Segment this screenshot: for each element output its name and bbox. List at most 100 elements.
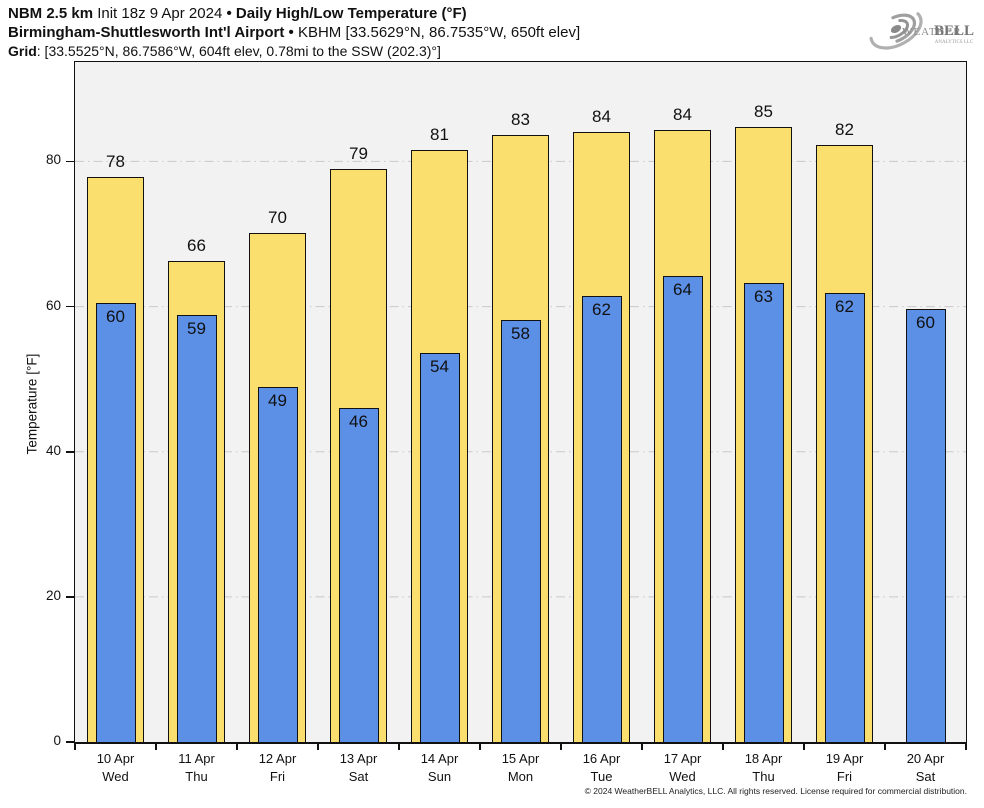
y-tick-label: 0	[53, 733, 61, 748]
x-axis-label: 11 Apr Thu	[152, 750, 242, 786]
x-axis-weekday: Fri	[269, 769, 286, 784]
x-axis-label: 12 Apr Fri	[233, 750, 323, 786]
model-name: NBM 2.5 km	[8, 5, 94, 22]
x-axis-date: 16 Apr	[582, 751, 621, 766]
low-value-label: 59	[187, 318, 206, 338]
header-line-2: Birmingham-Shuttlesworth Int'l Airport •…	[8, 23, 580, 42]
y-tick-mark	[66, 160, 74, 163]
low-bar: 49	[257, 387, 298, 742]
x-tick-mark	[398, 742, 400, 750]
high-value-label: 82	[835, 119, 854, 139]
x-axis-label: 14 Apr Sun	[395, 750, 485, 786]
high-value-label: 79	[349, 143, 368, 163]
high-value-label: 83	[511, 110, 530, 130]
x-tick-mark	[803, 742, 805, 750]
x-axis-weekday: Mon	[507, 769, 534, 784]
copyright-notice: © 2024 WeatherBELL Analytics, LLC. All r…	[584, 786, 967, 796]
low-value-label: 64	[673, 280, 692, 300]
y-tick-mark	[66, 450, 74, 453]
station-name: Birmingham-Shuttlesworth Int'l Airport	[8, 24, 285, 41]
x-axis-date: 11 Apr	[178, 751, 215, 766]
x-axis-label: 16 Apr Tue	[557, 750, 647, 786]
low-value-label: 49	[268, 391, 287, 411]
x-axis-weekday: Sun	[427, 769, 452, 784]
x-axis-date: 12 Apr	[258, 751, 297, 766]
x-axis-weekday: Tue	[590, 769, 613, 784]
x-axis-label: 19 Apr Fri	[800, 750, 890, 786]
init-time: Init 18z 9 Apr 2024	[97, 5, 223, 22]
x-axis-label: 18 Apr Thu	[719, 750, 809, 786]
weatherbell-logo-graphic: WEATHER BELL ANALYTICS LLC	[869, 8, 974, 50]
low-bar: 58	[500, 319, 541, 742]
product-title: Daily High/Low Temperature (°F)	[235, 5, 467, 22]
x-axis-label: 10 Apr Wed	[71, 750, 161, 786]
swirl-mid	[875, 13, 917, 45]
x-tick-mark	[236, 742, 238, 750]
low-value-label: 62	[835, 296, 854, 316]
y-axis-title: Temperature [°F]	[24, 353, 40, 455]
low-value-label: 60	[916, 313, 935, 333]
y-tick-label: 20	[45, 587, 61, 603]
y-tick-mark	[66, 305, 74, 308]
x-axis-date: 10 Apr	[96, 751, 135, 766]
x-axis-date: 13 Apr	[339, 751, 378, 766]
header-line-3: Grid: [33.5525°N, 86.7586°W, 604ft elev,…	[8, 42, 580, 61]
swirl-outer	[869, 8, 923, 50]
high-value-label: 78	[106, 151, 125, 171]
low-value-label: 54	[430, 357, 449, 377]
logo-text-analytics: ANALYTICS LLC	[935, 40, 974, 45]
low-value-label: 60	[106, 306, 125, 326]
swirl-inner	[882, 18, 910, 40]
grid-info: : [33.5525°N, 86.7586°W, 604ft elev, 0.7…	[36, 43, 441, 59]
x-tick-mark	[965, 742, 967, 750]
low-bar: 46	[338, 408, 379, 742]
y-tick-mark	[66, 741, 74, 743]
y-tick-label: 80	[45, 152, 61, 168]
x-tick-mark	[560, 742, 562, 750]
x-axis-weekday: Thu	[185, 769, 208, 784]
x-axis-weekday: Thu	[752, 769, 775, 784]
x-axis-date: 19 Apr	[825, 751, 864, 766]
low-bar: 64	[662, 276, 703, 742]
logo-text-weather: WEATHER	[902, 26, 962, 38]
low-value-label: 62	[592, 299, 611, 319]
x-axis-label: 20 Apr Sat	[881, 750, 971, 786]
high-value-label: 84	[592, 107, 611, 127]
swirl-eye	[890, 24, 902, 34]
x-tick-mark	[155, 742, 157, 750]
separator-bullet: •	[288, 24, 294, 41]
high-value-label: 84	[673, 104, 692, 124]
low-bar: 60	[905, 309, 946, 742]
low-bar: 63	[743, 283, 784, 742]
x-axis-label: 17 Apr Wed	[638, 750, 728, 786]
low-bar: 59	[176, 314, 217, 742]
low-value-label: 46	[349, 412, 368, 432]
x-tick-mark	[317, 742, 319, 750]
logo-text-bell: BELL	[934, 23, 974, 39]
x-axis-weekday: Sat	[348, 769, 369, 784]
low-bar: 62	[824, 292, 865, 742]
x-axis-label: 15 Apr Mon	[476, 750, 566, 786]
low-bar: 54	[419, 353, 460, 742]
grid-label: Grid	[8, 43, 37, 59]
x-tick-mark	[884, 742, 886, 750]
low-value-label: 63	[754, 287, 773, 307]
x-tick-mark	[479, 742, 481, 750]
x-axis-label: 13 Apr Sat	[314, 750, 404, 786]
y-tick-label: 40	[45, 442, 61, 458]
station-info: KBHM [33.5629°N, 86.7535°W, 650ft elev]	[297, 24, 581, 41]
high-value-label: 85	[754, 101, 773, 121]
chart-header: NBM 2.5 km Init 18z 9 Apr 2024 • Daily H…	[8, 4, 580, 61]
x-axis-date: 15 Apr	[501, 751, 540, 766]
x-axis-date: 14 Apr	[420, 751, 459, 766]
low-bar: 60	[95, 302, 136, 742]
y-tick-mark	[66, 596, 74, 598]
x-axis-weekday: Wed	[102, 769, 129, 784]
header-line-1: NBM 2.5 km Init 18z 9 Apr 2024 • Daily H…	[8, 4, 580, 23]
high-value-label: 66	[187, 235, 206, 255]
y-tick-label: 60	[45, 297, 61, 313]
x-tick-mark	[641, 742, 643, 750]
high-value-label: 70	[268, 208, 287, 228]
low-value-label: 58	[511, 323, 530, 343]
x-axis-weekday: Fri	[836, 769, 853, 784]
